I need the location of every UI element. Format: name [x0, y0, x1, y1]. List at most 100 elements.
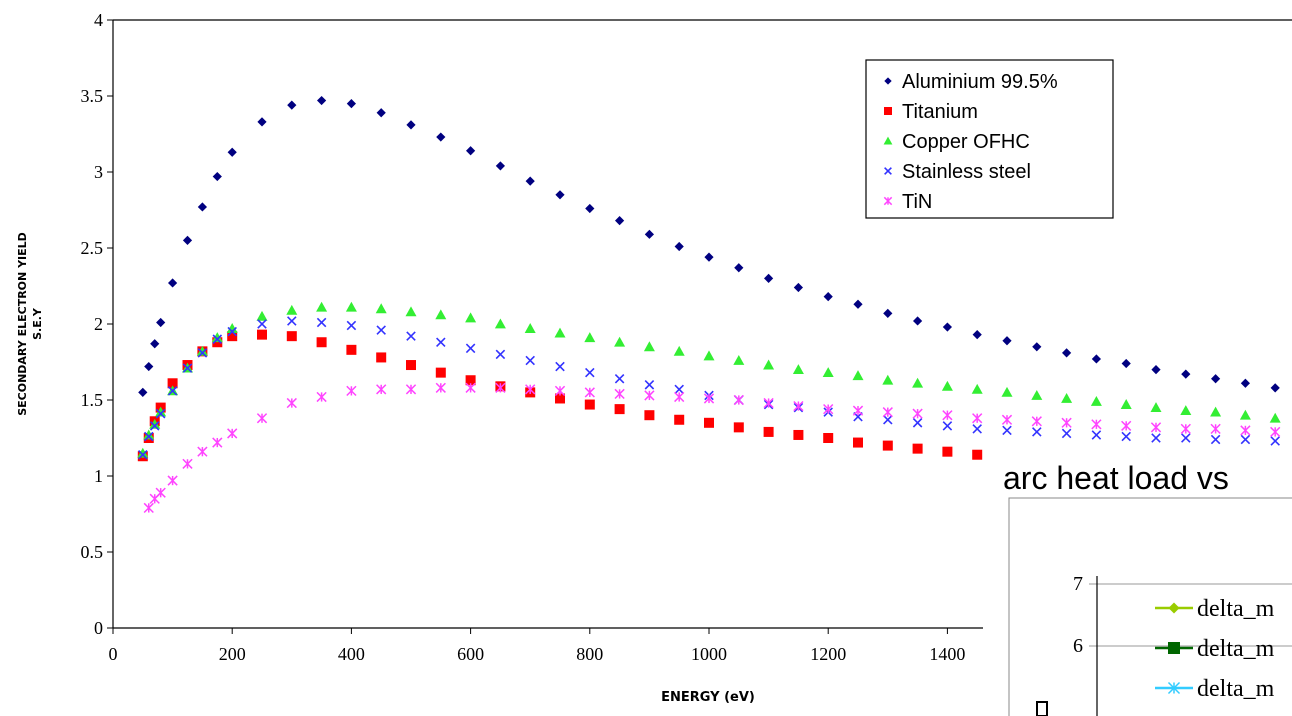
data-point [1180, 405, 1192, 416]
data-point [1240, 434, 1251, 445]
data-point [1002, 425, 1012, 436]
x-tick-label: 0 [109, 644, 118, 664]
data-point [376, 325, 386, 335]
data-point [316, 301, 328, 312]
data-point [316, 337, 327, 348]
data-point [376, 352, 387, 363]
data-point [1180, 423, 1191, 435]
data-point [346, 385, 357, 397]
data-point [316, 317, 327, 328]
data-point [1150, 402, 1162, 412]
data-point [734, 263, 744, 273]
data-point [495, 161, 505, 171]
data-point [227, 428, 238, 439]
y-tick-label: 3 [94, 162, 103, 182]
data-point [972, 449, 983, 460]
data-point [644, 380, 655, 390]
series-copper-ofhc [137, 301, 1281, 458]
data-point [942, 410, 953, 421]
data-point [1240, 378, 1250, 388]
data-point [1061, 428, 1072, 439]
data-point [465, 343, 476, 354]
data-point [156, 317, 166, 328]
data-point [614, 373, 625, 384]
data-point [792, 364, 804, 374]
data-point [852, 405, 864, 416]
data-point [823, 292, 833, 302]
data-point [555, 361, 565, 372]
data-point [465, 312, 477, 323]
data-point [494, 318, 506, 329]
data-point [554, 385, 566, 397]
data-point [212, 171, 222, 182]
data-point [376, 108, 386, 118]
data-point [614, 404, 625, 415]
data-point [1269, 412, 1281, 423]
data-point [704, 252, 714, 262]
data-point [972, 330, 982, 340]
data-point [941, 380, 953, 391]
data-point [155, 408, 166, 419]
data-point [972, 424, 982, 434]
data-point [143, 502, 154, 514]
data-point [256, 310, 268, 321]
data-point [227, 326, 237, 337]
x-tick-label: 800 [576, 644, 603, 664]
data-point [1121, 420, 1132, 431]
data-point [150, 339, 160, 349]
data-point [1121, 358, 1131, 369]
data-point [226, 323, 238, 333]
chart-ticks: 0 0.5 1 1.5 2 2.5 3 3.5 4 0 200 400 600 800 1000 1200 14… [81, 10, 966, 664]
legend-box [865, 59, 1114, 219]
data-point [1001, 414, 1013, 425]
inset-legend-marker [1168, 602, 1180, 614]
data-point [763, 359, 775, 370]
data-point [182, 363, 193, 373]
data-point [257, 117, 267, 127]
data-point [143, 431, 154, 442]
y-tick-label: 3.5 [81, 86, 104, 106]
chart-legend: Aluminium 99.5% Titanium Copper OFHC Stainl… [865, 59, 1114, 219]
data-point [1211, 374, 1221, 384]
data-point [852, 370, 864, 381]
data-point [883, 414, 893, 425]
data-point [793, 429, 804, 440]
data-point [1031, 416, 1042, 427]
data-point [196, 345, 208, 356]
legend-label: TiN [902, 191, 932, 213]
data-point [137, 447, 149, 458]
data-point [346, 344, 357, 355]
data-point [971, 383, 983, 394]
data-point [614, 336, 626, 347]
data-point [257, 319, 267, 329]
data-point [286, 397, 297, 409]
data-point [406, 120, 416, 130]
series-tin [143, 382, 1281, 514]
data-point [882, 407, 893, 418]
data-point [674, 391, 685, 403]
y-tick-label: 0 [94, 618, 103, 638]
data-point [256, 413, 268, 424]
data-point [1240, 425, 1251, 436]
data-point [167, 386, 178, 396]
data-point [733, 394, 744, 406]
data-point [733, 354, 745, 365]
inset-legend-marker [1167, 681, 1181, 695]
data-point [405, 306, 417, 317]
data-point [644, 410, 655, 421]
legend-label: Titanium [902, 101, 978, 123]
data-point [704, 417, 714, 428]
data-point [912, 377, 924, 388]
data-point [1181, 433, 1191, 443]
data-point [615, 216, 625, 226]
data-point [375, 303, 387, 314]
legend-label: Aluminium 99.5% [902, 71, 1058, 93]
data-point [853, 437, 863, 448]
x-tick-label: 200 [219, 644, 246, 664]
data-point [1091, 354, 1101, 364]
y-tick-label: 2.5 [81, 238, 104, 258]
inset-chart: arc heat load vs 7 6 delta_m delta_m delta_m [983, 456, 1292, 716]
data-point [1061, 417, 1072, 428]
data-point [167, 475, 178, 486]
data-point [1270, 383, 1280, 393]
